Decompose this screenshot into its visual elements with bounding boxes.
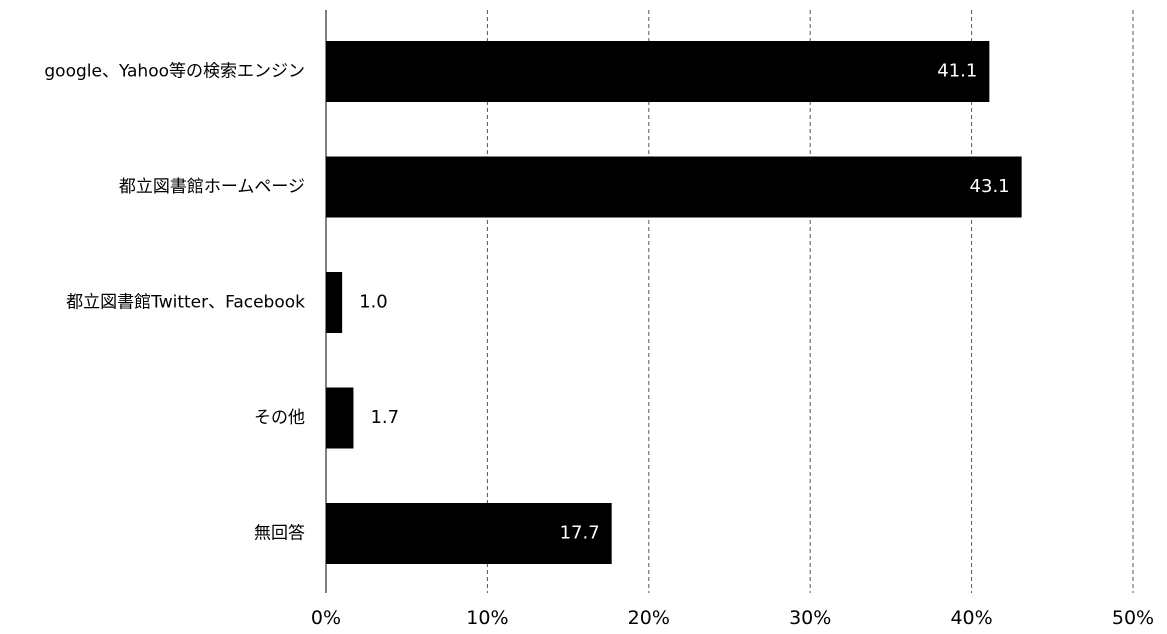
bars [326,41,1022,564]
x-tick-label: 20% [628,607,670,629]
bar [326,503,612,564]
data-label: 17.7 [560,523,600,544]
grid-lines [486,10,1134,593]
x-tick-label: 10% [466,607,508,629]
category-label: 無回答 [254,524,305,544]
bar [326,156,1022,218]
data-label: 43.1 [970,176,1010,197]
axes: 0% 10% 20% 30% 40% 50% [311,10,1154,629]
data-label: 1.0 [359,292,388,313]
data-label: 1.7 [370,407,399,428]
x-tick-label: 30% [789,607,831,629]
category-label: 都立図書館Twitter、Facebook [66,293,305,313]
data-label: 41.1 [937,61,977,82]
bar [326,41,990,102]
x-tick-label: 0% [311,607,341,629]
bar [326,272,343,333]
x-tick-label: 50% [1112,607,1154,629]
labels: google、Yahoo等の検索エンジン 41.1 都立図書館ホームページ 43.1 都… [44,61,1009,544]
bar [326,387,354,449]
x-tick-label: 40% [950,607,992,629]
category-label: その他 [254,408,305,428]
category-label: google、Yahoo等の検索エンジン [44,62,305,82]
category-label: 都立図書館ホームページ [119,177,305,197]
